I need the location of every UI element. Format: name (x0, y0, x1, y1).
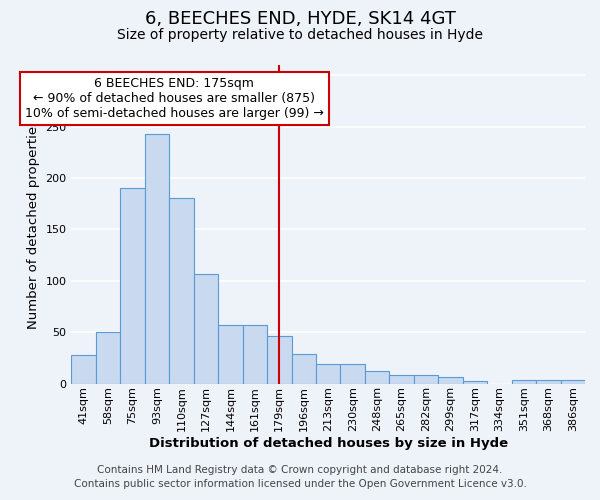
Bar (121, 188, 145, 384)
Bar (316, 364, 340, 384)
Bar (194, 274, 218, 384)
Bar (512, 380, 536, 384)
Bar (292, 354, 316, 384)
Bar (389, 376, 414, 384)
Bar (267, 336, 292, 384)
Bar (414, 376, 438, 384)
Text: 6 BEECHES END: 175sqm
← 90% of detached houses are smaller (875)
10% of semi-det: 6 BEECHES END: 175sqm ← 90% of detached … (25, 78, 323, 120)
Y-axis label: Number of detached properties: Number of detached properties (27, 120, 40, 330)
Bar (560, 380, 585, 384)
Bar (242, 325, 267, 384)
Bar (438, 378, 463, 384)
Bar (96, 332, 121, 384)
X-axis label: Distribution of detached houses by size in Hyde: Distribution of detached houses by size … (149, 437, 508, 450)
Bar (463, 382, 487, 384)
Bar (169, 198, 194, 384)
Bar (71, 355, 96, 384)
Bar (536, 380, 560, 384)
Text: 6, BEECHES END, HYDE, SK14 4GT: 6, BEECHES END, HYDE, SK14 4GT (145, 10, 455, 28)
Text: Contains HM Land Registry data © Crown copyright and database right 2024.
Contai: Contains HM Land Registry data © Crown c… (74, 465, 526, 489)
Bar (365, 371, 389, 384)
Text: Size of property relative to detached houses in Hyde: Size of property relative to detached ho… (117, 28, 483, 42)
Bar (145, 134, 169, 384)
Bar (218, 325, 242, 384)
Bar (340, 364, 365, 384)
